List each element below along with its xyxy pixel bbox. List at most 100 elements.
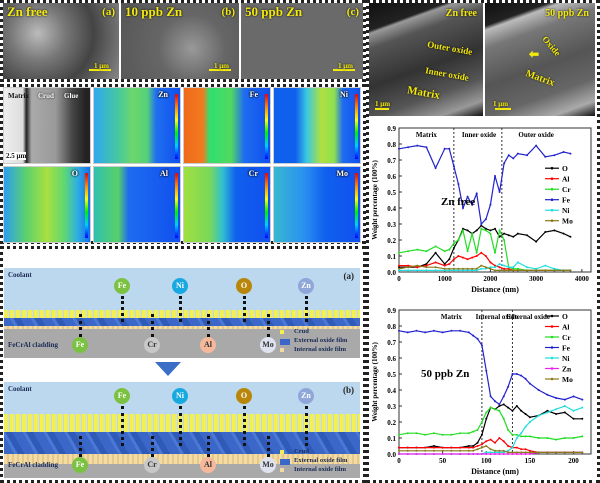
data-point-cr [489,406,492,409]
x-tick-label: 150 [525,457,536,465]
oxide-label: Oxide [540,33,563,59]
data-point-o [546,409,549,412]
cladding-label: FeCrAl cladding [8,341,58,349]
y-axis-label: Weight percentage (100%) [371,160,379,240]
schematic-panel-b: Coolant (b) FeCrAl cladding Fe Ni O Zn Fe Cr Al Mo… [4,382,360,478]
data-point-o [484,227,487,230]
data-point-mo [452,267,455,270]
data-point-cr [494,408,496,411]
data-point-mo [475,267,478,270]
data-point-mo [516,269,519,272]
data-point-al [502,440,505,443]
data-point-al [459,446,462,449]
data-point-cr [443,250,446,253]
data-point-cr [485,411,488,414]
y-tick-label: 0.1 [387,435,396,443]
data-point-mo [432,449,435,452]
data-point-cr [512,267,515,270]
data-point-o [498,405,501,407]
data-point-ni [443,269,446,272]
region-label: Matrix [416,131,437,139]
legend-swatch [280,459,290,465]
data-point-cr [515,433,518,436]
data-point-zn [485,453,488,455]
data-point-fe [441,331,444,334]
data-point-cr [471,232,474,235]
sem-title: 50 ppb Zn [245,4,303,19]
data-point-o [526,234,528,237]
legend-label-cr: Cr [562,185,571,194]
sem-region-label: Crud [38,92,54,100]
crud-layer [4,310,360,318]
eds-map-al: Al [93,166,181,243]
data-point-o [503,232,506,235]
sem-tag: (a) [102,6,115,18]
sem-region-label: Glue [64,92,79,100]
data-point-cr [472,430,475,433]
ion-bubble-zn: Zn [298,388,314,404]
data-point-ni [498,451,501,454]
scale-label: 1 μm [93,62,109,70]
x-axis-label: Distance (nm) [471,285,519,294]
legend-marker-mo [550,377,554,381]
data-point-fe [398,329,400,332]
data-point-al [452,258,455,261]
data-point-al [507,267,510,270]
data-point-mo [398,449,400,452]
data-point-fe [425,146,428,149]
data-point-cr [432,432,435,435]
data-point-fe [443,147,446,150]
data-point-zn [450,453,453,455]
legend-marker-o [550,166,554,170]
data-point-cr [475,251,478,254]
data-point-cr [476,429,479,431]
data-point-al [471,256,474,259]
data-point-al [515,446,518,449]
data-point-fe [511,373,514,375]
data-point-fe [524,377,527,380]
data-point-mo [503,269,506,272]
data-point-mo [581,451,584,454]
data-point-al [485,440,488,443]
y-tick-label: 0.4 [387,205,396,213]
tem-title: 50 ppb Zn [545,8,589,19]
y-tick-label: 0.3 [387,403,396,411]
data-point-zn [498,453,501,455]
data-point-fe [415,329,418,332]
data-point-fe [424,331,427,334]
external-oxide-layer [4,432,360,454]
data-point-cr [416,248,419,251]
ion-bubble-fe: Fe [114,388,130,404]
data-point-cr [546,437,549,439]
data-point-o [494,227,496,230]
colorbar [355,173,358,238]
data-point-cr [466,250,469,253]
data-point-cr [424,433,427,436]
data-point-ni [502,451,505,454]
data-point-fe [485,369,488,372]
data-point-mo [546,451,549,454]
sem-image-zn-free: Zn free (a) 1 μm [3,3,119,79]
data-point-fe [528,382,531,385]
scale-bar [375,108,389,110]
data-point-al [448,263,451,265]
data-point-cr [448,248,451,251]
data-point-fe [537,389,540,391]
data-point-fe [507,385,510,388]
data-point-cr [520,435,523,438]
legend-label: Crud [294,328,309,335]
data-point-cr [450,433,453,436]
inward-arrow-icon [121,406,124,446]
y-tick-label: 0.7 [387,157,396,165]
data-point-fe [467,331,470,334]
legend-swatch [280,468,284,472]
data-point-zn [432,453,435,455]
series-line-o [399,224,571,268]
data-point-mo [512,269,515,272]
colorbar [85,173,88,238]
data-point-mo [515,451,518,454]
data-point-mo [471,267,474,270]
data-point-al [432,446,435,449]
x-axis-label: Distance (nm) [471,467,519,476]
data-point-cr [502,417,505,420]
